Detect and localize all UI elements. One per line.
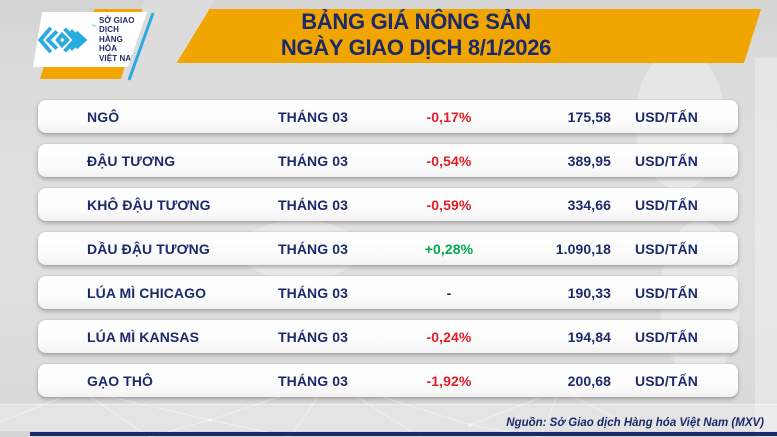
price-unit: USD/TẤN [635,284,698,301]
price-unit: USD/TẤN [635,152,698,169]
bottom-accent-bar [30,432,777,436]
table-row: NGÔ THÁNG 03 -0,17% 175,58 USD/TẤN [38,100,738,133]
mxv-logo-icon [37,26,88,53]
page-title-line1: BẢNG GIÁ NÔNG SẢN [301,9,531,34]
mxv-logo-text: SỞ GIAO DỊCH HÀNG HÓA VIỆT NAM [99,16,140,64]
commodity-name: NGÔ [87,108,120,125]
mxv-logo: ™ SỞ GIAO DỊCH HÀNG HÓA VIỆT NAM [33,12,147,67]
commodity-name: GẠO THÔ [87,372,154,389]
table-row: GẠO THÔ THÁNG 03 -1,92% 200,68 USD/TẤN [38,364,738,397]
table-row: LÚA MÌ KANSAS THÁNG 03 -0,24% 194,84 USD… [38,320,738,353]
price-value: 200,68 [567,372,611,389]
price-value: 175,58 [567,108,611,125]
trademark-symbol: ™ [91,24,96,30]
logo-text-line1: SỞ GIAO DỊCH [99,15,135,35]
contract-month: THÁNG 03 [277,328,349,345]
price-value: 334,66 [567,196,611,213]
logo-text-line2: HÀNG HÓA [99,34,123,54]
price-unit: USD/TẤN [635,328,698,345]
change-percent: -1,92% [426,372,472,389]
background-right-strip [755,58,777,437]
contract-month: THÁNG 03 [277,240,349,257]
commodity-name: ĐẬU TƯƠNG [87,152,176,169]
table-row: KHÔ ĐẬU TƯƠNG THÁNG 03 -0,59% 334,66 USD… [38,188,738,221]
change-percent: - [446,284,452,301]
price-table: NGÔ THÁNG 03 -0,17% 175,58 USD/TẤN ĐẬU T… [38,100,738,408]
contract-month: THÁNG 03 [277,372,349,389]
change-percent: -0,59% [426,196,472,213]
change-percent: -0,54% [426,152,472,169]
price-value: 1.090,18 [555,240,611,257]
price-unit: USD/TẤN [635,372,698,389]
page-title-line2: NGÀY GIAO DỊCH 8/1/2026 [280,35,552,60]
table-row: LÚA MÌ CHICAGO THÁNG 03 - 190,33 USD/TẤN [38,276,738,309]
table-row: DẦU ĐẬU TƯƠNG THÁNG 03 +0,28% 1.090,18 U… [38,232,738,265]
change-percent: -0,17% [426,108,472,125]
price-unit: USD/TẤN [635,196,698,213]
logo-text-line3: VIỆT NAM [99,53,139,63]
commodity-name: LÚA MÌ KANSAS [87,328,200,345]
change-percent: -0,24% [426,328,472,345]
page-title: BẢNG GIÁ NÔNG SẢN NGÀY GIAO DỊCH 8/1/202… [280,9,552,61]
contract-month: THÁNG 03 [277,196,349,213]
commodity-name: KHÔ ĐẬU TƯƠNG [87,196,211,213]
contract-month: THÁNG 03 [277,108,349,125]
contract-month: THÁNG 03 [277,152,349,169]
source-credit: Nguồn: Sở Giao dịch Hàng hóa Việt Nam (M… [506,417,764,429]
commodity-name: LÚA MÌ CHICAGO [87,284,207,301]
price-unit: USD/TẤN [635,108,698,125]
commodity-name: DẦU ĐẬU TƯƠNG [87,240,210,257]
price-value: 389,95 [567,152,611,169]
price-value: 190,33 [567,284,611,301]
table-row: ĐẬU TƯƠNG THÁNG 03 -0,54% 389,95 USD/TẤN [38,144,738,177]
change-percent: +0,28% [424,240,474,257]
contract-month: THÁNG 03 [277,284,349,301]
price-unit: USD/TẤN [635,240,698,257]
price-value: 194,84 [567,328,611,345]
